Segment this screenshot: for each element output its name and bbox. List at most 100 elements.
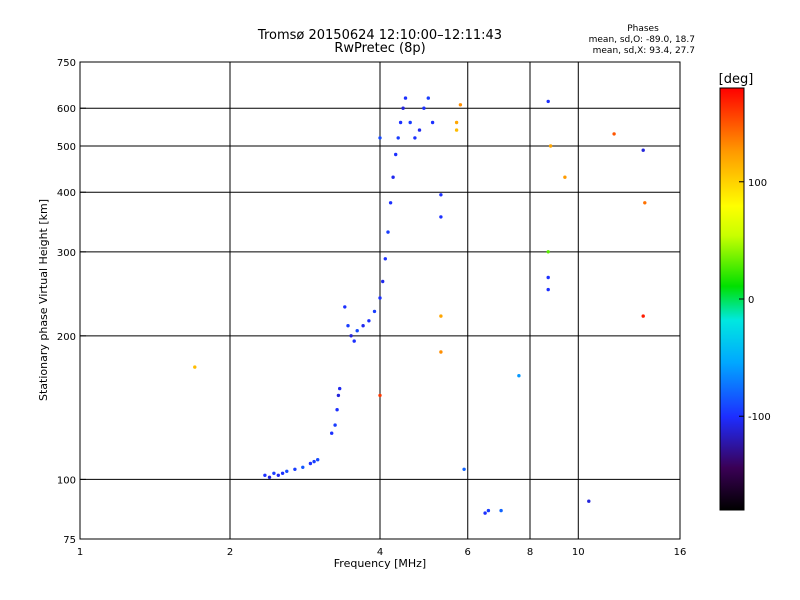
plot-frame [79,61,681,540]
data-point [396,136,400,140]
y-tick-label: 100 [57,475,76,486]
data-point [338,386,342,391]
colorbar-ticks: 100 0 -100 [739,178,771,423]
data-point [413,136,417,140]
data-point [462,467,466,471]
data-point [378,393,382,398]
chart-subtitle: RwPretec (8p) [334,41,425,56]
colorbar-tick-label: 100 [748,178,767,189]
data-point [546,250,550,254]
x-tick-label: 10 [572,547,585,558]
data-point [280,471,285,475]
data-point [276,473,280,477]
data-point [612,132,616,136]
y-tick-label: 75 [63,535,76,546]
data-point [486,508,491,513]
data-point [343,305,347,309]
data-point [272,471,276,475]
data-points [193,96,647,515]
data-point [383,257,387,261]
data-point [439,314,443,318]
data-point [355,329,359,333]
data-point [378,136,382,140]
grid-lines [80,62,680,539]
data-point [417,128,422,132]
data-point [316,458,320,462]
data-point [398,120,403,125]
data-point [263,473,267,477]
data-point [372,309,377,314]
data-point [388,201,393,205]
data-point [439,350,443,354]
colorbar-tick-label: 0 [748,295,754,306]
data-point [285,469,289,473]
data-point [335,408,339,412]
phases-o-stats: mean, sd,O: -89.0, 18.7 [589,35,695,45]
data-point [439,193,443,197]
data-point [301,465,305,469]
data-point [333,423,337,427]
data-point [499,508,503,513]
data-point [267,475,272,479]
y-tick-label: 600 [57,104,76,115]
data-point [643,201,647,205]
chart-title: Tromsø 20150624 12:10:00–12:11:43 [257,28,502,43]
data-point [641,148,645,152]
data-point [391,175,395,179]
phases-heading: Phases [627,24,659,34]
data-point [349,334,353,338]
data-point [439,215,443,219]
data-point [330,431,334,435]
data-point [430,120,435,125]
data-point [401,106,405,110]
data-point [546,275,550,280]
data-point [563,175,567,179]
data-point [193,365,197,369]
y-tick-label: 200 [57,332,76,343]
x-tick-label: 2 [227,547,233,558]
data-point [361,324,365,328]
x-tick-label: 16 [674,547,687,558]
data-point [548,144,553,148]
data-point [517,374,521,378]
x-tick-label: 8 [527,547,533,558]
data-point [381,279,385,284]
data-point [426,96,430,100]
y-axis-ticks: 75 100 200 300 400 500 600 750 [57,58,86,546]
data-point [367,319,371,323]
data-point [308,461,313,466]
data-point [546,287,550,292]
colorbar-label: [deg] [719,72,754,87]
data-point [408,120,412,125]
y-tick-label: 300 [57,248,76,259]
x-tick-label: 1 [77,547,83,558]
data-point [403,96,408,100]
phases-x-stats: mean, sd,X: 93.4, 27.7 [593,46,695,56]
data-point [587,499,591,503]
data-point [312,459,316,464]
data-point [641,314,645,318]
data-point [454,120,459,125]
data-point [346,324,350,328]
data-point [336,393,341,398]
y-axis-label: Stationary phase Virtual Height [km] [37,199,50,401]
data-point [458,103,463,107]
x-axis-label: Frequency [MHz] [334,557,426,570]
data-point [394,152,398,157]
y-tick-label: 750 [57,58,76,69]
data-point [422,106,426,110]
data-point [483,511,487,515]
x-tick-label: 6 [465,547,471,558]
data-point [454,128,459,132]
data-point [378,296,382,300]
data-point [293,467,297,471]
y-tick-label: 500 [57,142,76,153]
x-axis-ticks: 1 2 4 6 8 10 16 [77,547,687,558]
y-tick-label: 400 [57,188,76,199]
colorbar-tick-label: -100 [748,412,771,423]
x-tick-label: 4 [377,547,383,558]
data-point [386,230,390,234]
data-point [352,339,356,343]
data-point [546,99,550,104]
